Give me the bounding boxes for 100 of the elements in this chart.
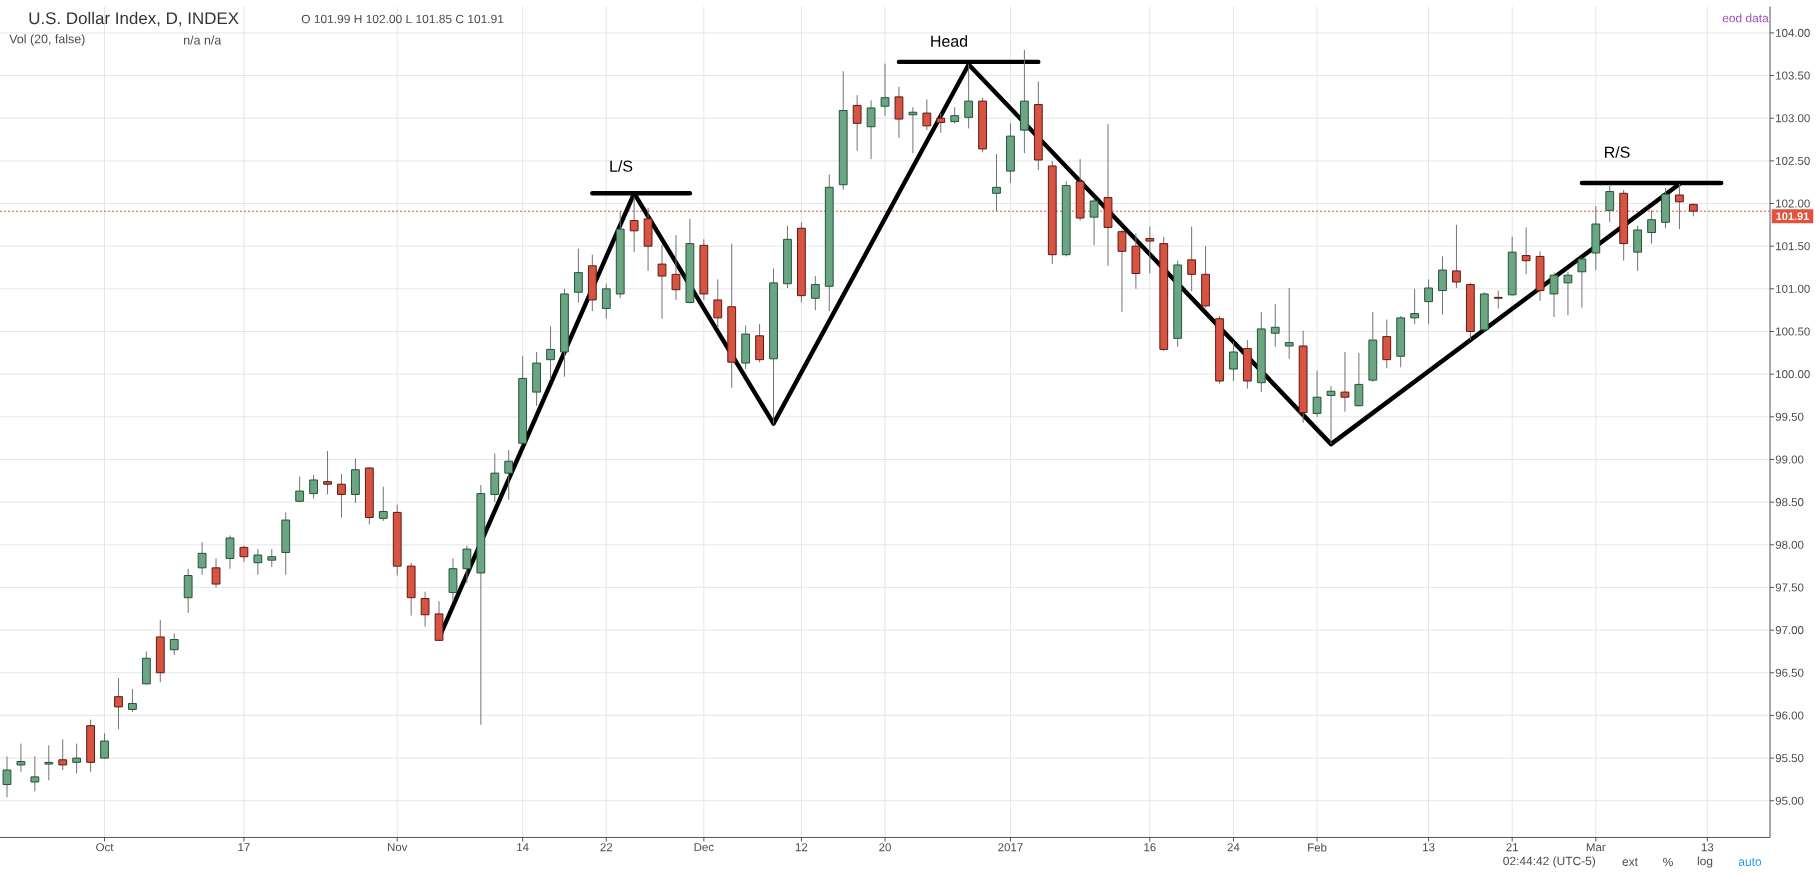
x-tick-label: 2017 — [998, 843, 1023, 852]
candlestick — [880, 63, 890, 117]
candlestick — [1647, 209, 1656, 245]
y-tick-label: 100.00 — [1776, 370, 1810, 379]
annotation: Head — [931, 35, 968, 47]
candlestick — [546, 325, 555, 380]
candlestick — [936, 112, 946, 134]
x-tick-label: 12 — [795, 843, 808, 852]
candlestick — [16, 743, 26, 773]
y-tick-label: 99.50 — [1775, 412, 1804, 421]
candlestick — [810, 275, 820, 311]
text: ext — [1622, 858, 1638, 866]
candlestick — [574, 248, 583, 303]
candlestick — [100, 732, 109, 760]
candlestick — [852, 94, 862, 152]
candlestick — [128, 688, 137, 713]
candlestick — [1270, 303, 1280, 348]
candlestick — [1284, 287, 1294, 360]
candlestick — [908, 106, 918, 154]
candlestick — [72, 743, 82, 774]
x-tick-label: 22 — [600, 843, 613, 852]
candlestick — [1382, 319, 1392, 369]
candlestick — [169, 633, 179, 656]
x-tick-label: 17 — [238, 843, 250, 852]
candlestick — [1340, 351, 1350, 413]
x-tick-label: 16 — [1144, 843, 1156, 852]
candlestick — [657, 243, 667, 320]
candlestick — [211, 557, 221, 588]
annotation: R/S — [1605, 146, 1630, 158]
candlestick — [601, 283, 611, 320]
candlestick — [1633, 225, 1643, 272]
annotation: n/a n/a — [184, 35, 222, 45]
x-tick-label: Feb — [1308, 843, 1327, 852]
candlestick — [490, 453, 500, 503]
candlestick — [420, 591, 430, 628]
y-tick-label: 102.00 — [1776, 199, 1810, 208]
y-tick-label: 103.00 — [1776, 114, 1810, 123]
annotation: eod data — [1722, 13, 1769, 23]
y-tick-label: 101.00 — [1776, 284, 1810, 293]
candlestick — [58, 738, 68, 771]
y-tick-label: 101.50 — [1776, 242, 1810, 251]
candlestick — [992, 153, 1001, 212]
ref-line-label: 101.91 — [1776, 212, 1809, 221]
text: 02:44:42 (UTC-5) — [1503, 856, 1596, 868]
y-tick-label: 95.00 — [1775, 796, 1804, 805]
candlestick — [225, 534, 235, 570]
candlestick — [1452, 224, 1461, 289]
candlestick — [1605, 185, 1615, 223]
candlestick — [1521, 226, 1531, 275]
candlestick — [378, 486, 388, 522]
candlestick — [922, 98, 932, 131]
candlestick — [1312, 370, 1322, 418]
candlestick — [30, 755, 40, 792]
annotation: L/S — [610, 160, 633, 172]
candlestick — [197, 541, 207, 576]
y-tick-label: 98.50 — [1775, 498, 1804, 507]
text: log — [1697, 856, 1713, 868]
y-tick-label: 100.50 — [1776, 327, 1810, 336]
y-tick-label: 96.50 — [1775, 668, 1804, 677]
y-tick-label: 102.50 — [1776, 156, 1810, 165]
candlestick — [253, 548, 263, 576]
candlestick — [337, 473, 346, 518]
candlestick — [1438, 255, 1447, 315]
x-tick-label: Mar — [1586, 843, 1606, 852]
y-tick-label: 103.50 — [1776, 71, 1810, 80]
x-tick-label: 14 — [517, 843, 529, 852]
candlestick — [504, 449, 514, 501]
y-tick-label: 97.50 — [1775, 583, 1804, 592]
candlestick — [1563, 271, 1573, 316]
x-tick-label: Nov — [387, 843, 408, 852]
candlestick — [1354, 352, 1364, 408]
candlestick — [1577, 256, 1587, 309]
candlestick — [1145, 226, 1155, 274]
chart-title: U.S. Dollar Index, D, INDEX — [29, 11, 239, 27]
candlestick — [309, 474, 318, 500]
y-tick-label: 96.00 — [1775, 711, 1804, 720]
x-tick-label: 24 — [1227, 843, 1240, 852]
candlestick — [1187, 226, 1197, 292]
x-tick-label: 20 — [879, 843, 891, 852]
x-tick-label: 21 — [1506, 843, 1518, 852]
candlestick — [964, 63, 974, 129]
y-tick-label: 99.00 — [1775, 455, 1804, 464]
candlestick — [1424, 278, 1433, 325]
candlestick — [1229, 341, 1238, 382]
candlestick — [1117, 229, 1127, 313]
text: O 101.99 H 102.00 L 101.85 C 101.91 — [301, 14, 504, 24]
x-tick-label: Dec — [694, 843, 714, 852]
candlestick — [462, 545, 472, 584]
candlestick — [755, 323, 764, 363]
candlestick — [894, 86, 904, 139]
candlestick — [866, 99, 876, 160]
candlestick — [671, 234, 681, 301]
x-tick-label: 13 — [1701, 843, 1714, 852]
candlestick — [44, 744, 54, 781]
text: % — [1663, 857, 1673, 867]
candlestick — [1410, 288, 1420, 325]
y-tick-label: 95.50 — [1775, 754, 1804, 763]
candlestick — [295, 476, 305, 503]
annotation: Vol (20, false) — [9, 34, 85, 46]
y-tick-label: 98.00 — [1775, 540, 1804, 549]
